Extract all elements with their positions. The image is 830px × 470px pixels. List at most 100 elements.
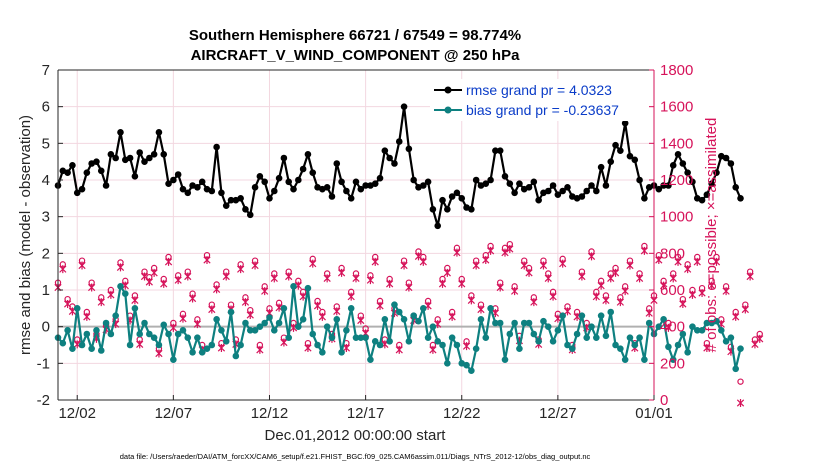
- assimilated-obs-point: [520, 261, 528, 270]
- rmse-point: [410, 176, 417, 184]
- assimilated-obs-point: [679, 300, 687, 308]
- assimilated-obs-point: [736, 399, 745, 407]
- assimilated-obs-point: [83, 312, 91, 321]
- rmse-point: [136, 149, 144, 156]
- rmse-point: [126, 154, 134, 162]
- rmse-point: [381, 147, 389, 154]
- bias-point: [131, 305, 139, 312]
- assimilated-obs-point: [645, 309, 653, 318]
- x-axis-label: Dec.01,2012 00:00:00 start: [265, 427, 447, 444]
- assimilated-obs-point: [602, 296, 610, 305]
- bias-point: [693, 327, 701, 334]
- bias-point: [415, 317, 422, 325]
- rmse-point: [439, 196, 446, 204]
- chart-title: Southern Hemisphere 66721 / 67549 = 98.7…: [189, 27, 521, 44]
- bias-point: [285, 334, 293, 341]
- rmse-point: [246, 211, 254, 219]
- legend: rmse grand pr = 4.0323 bias grand pr = -…: [430, 79, 649, 121]
- legend-rmse-label: rmse grand pr = 4.0323: [466, 82, 612, 98]
- bias-point: [251, 327, 259, 334]
- y-right-tick-label: 1200: [660, 172, 693, 189]
- assimilated-obs-point: [563, 307, 572, 316]
- rmse-point: [559, 187, 566, 195]
- bias-point: [121, 290, 129, 297]
- bias-point: [549, 338, 557, 345]
- bias-point: [256, 323, 264, 330]
- bias-point: [357, 334, 365, 341]
- bias-point: [367, 356, 374, 363]
- assimilated-obs-point: [405, 283, 413, 292]
- bias-point: [304, 284, 312, 292]
- bias-point: [684, 349, 691, 356]
- assimilated-obs-point: [164, 257, 173, 266]
- y-right-tick-label: 1000: [660, 209, 693, 226]
- assimilated-obs-point: [472, 261, 480, 270]
- rmse-point: [621, 119, 629, 127]
- assimilated-obs-point: [592, 292, 600, 301]
- rmse-point: [641, 195, 648, 202]
- bias-point: [540, 317, 547, 325]
- bias-point: [290, 283, 297, 290]
- bias-point: [227, 308, 235, 316]
- assimilated-obs-point: [116, 263, 125, 272]
- assimilated-obs-point: [342, 344, 351, 352]
- bias-point: [280, 305, 288, 312]
- assimilated-obs-point: [659, 281, 668, 290]
- assimilated-obs-point: [59, 265, 67, 274]
- bias-point: [136, 330, 144, 338]
- rmse-point: [593, 187, 600, 195]
- assimilated-obs-point: [333, 307, 341, 316]
- assimilated-obs-point: [179, 314, 187, 323]
- bias-point: [410, 312, 417, 319]
- bias-point: [400, 316, 408, 323]
- bias-point: [496, 319, 504, 327]
- bias-point: [679, 330, 687, 338]
- assimilated-obs-point: [746, 272, 754, 281]
- rmse-point: [304, 151, 312, 158]
- bias-point: [631, 341, 639, 349]
- bias-point: [472, 345, 480, 352]
- rmse-point: [722, 154, 730, 162]
- rmse-point: [434, 222, 442, 230]
- bias-point: [198, 349, 206, 356]
- bias-point: [107, 330, 115, 338]
- rmse-point: [444, 206, 451, 213]
- rmse-point: [218, 189, 225, 197]
- bias-point: [117, 283, 124, 290]
- bias-point: [511, 319, 518, 327]
- assimilated-obs-point: [188, 294, 197, 303]
- assimilated-obs-point: [708, 281, 716, 290]
- x-tick-label: 01/01: [635, 405, 673, 422]
- rmse-point: [732, 184, 740, 191]
- bias-point: [482, 334, 490, 341]
- possible-obs-point: [737, 378, 744, 385]
- assimilated-obs-point: [419, 257, 427, 266]
- bias-point: [150, 334, 158, 341]
- assimilated-obs-point: [438, 279, 447, 288]
- rmse-point: [275, 174, 283, 182]
- assimilated-obs-point: [193, 320, 202, 329]
- assimilated-obs-point: [217, 344, 226, 352]
- rmse-point: [343, 187, 350, 195]
- y-left-tick-label: 7: [42, 62, 50, 79]
- bias-point: [174, 330, 182, 338]
- rmse-point: [636, 176, 643, 184]
- rmse-point: [117, 129, 124, 136]
- rmse-point: [689, 178, 696, 186]
- assimilated-obs-point: [400, 261, 408, 270]
- bias-point: [520, 319, 528, 327]
- assimilated-obs-point: [318, 312, 326, 321]
- y-left-tick-label: 5: [42, 135, 50, 152]
- bias-point: [270, 327, 278, 334]
- rmse-point: [554, 191, 562, 198]
- rmse-point: [516, 180, 523, 187]
- rmse-point: [544, 187, 552, 195]
- y-right-tick-label: 1400: [660, 135, 693, 152]
- rmse-point: [227, 196, 235, 204]
- rmse-point: [703, 191, 711, 198]
- assimilated-obs-point: [510, 287, 519, 296]
- rmse-point: [511, 189, 518, 197]
- rmse-point: [424, 178, 432, 186]
- rmse-point: [347, 195, 355, 202]
- assimilated-obs-point: [741, 305, 749, 314]
